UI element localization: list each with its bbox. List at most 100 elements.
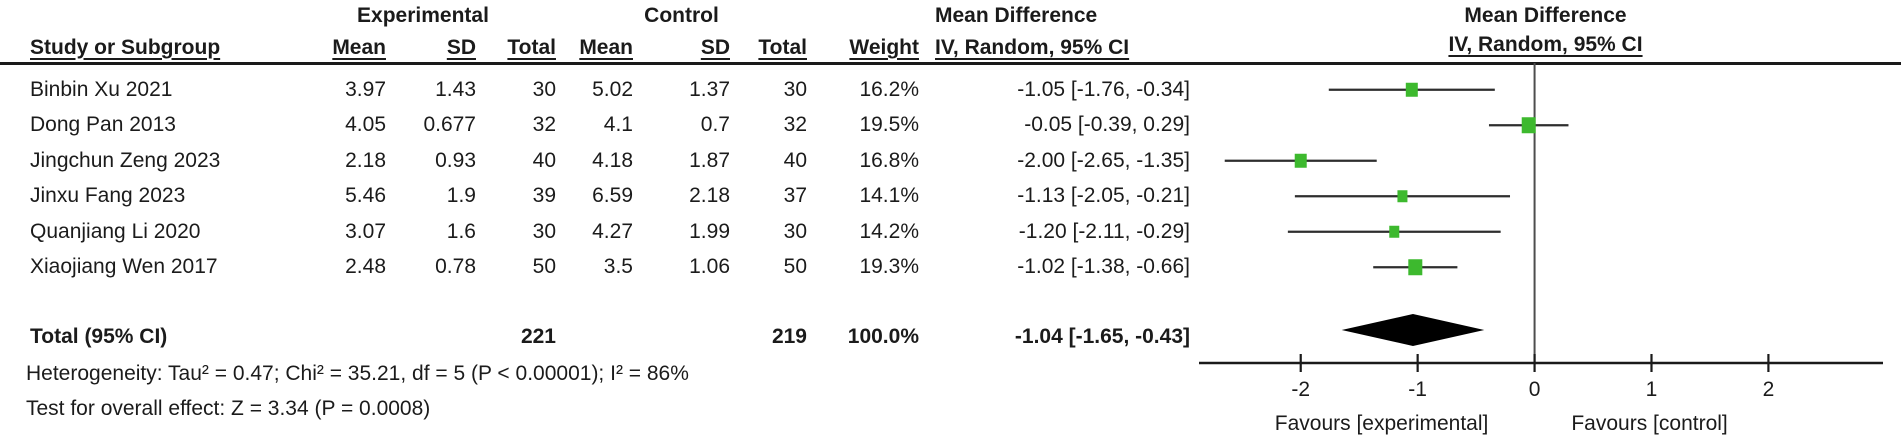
study-row: Dong Pan 2013 4.05 0.677 32 4.1 0.7 32 19.5% -0.… xyxy=(0,108,1190,144)
total-row: Total (95% CI) 221 219 100.0% -1.04 [-1.… xyxy=(0,322,1190,352)
exp-sd: 1.6 xyxy=(446,219,476,243)
study-row: Xiaojiang Wen 2017 2.48 0.78 50 3.5 1.06 50 19.… xyxy=(0,250,1190,286)
summary-diamond xyxy=(1341,314,1485,346)
ctl-total: 37 xyxy=(783,184,807,208)
col-header-study: Study or Subgroup xyxy=(30,35,221,59)
study-rows: Binbin Xu 2021 3.97 1.43 30 5.02 1.37 30 16.2% -… xyxy=(0,72,1190,285)
total-label: Total (95% CI) xyxy=(30,325,168,348)
ctl-sd: 2.18 xyxy=(689,184,730,208)
study-row: Jingchun Zeng 2023 2.18 0.93 40 4.18 1.87 40 16… xyxy=(0,143,1190,179)
ctl-sd: 1.99 xyxy=(689,219,730,243)
effect-marker xyxy=(1389,225,1400,238)
ctl-total: 32 xyxy=(783,113,807,137)
tick-label: 1 xyxy=(1646,378,1658,401)
md-column-title: Mean Difference xyxy=(935,4,1098,27)
weight: 14.1% xyxy=(859,184,919,208)
study-name: Jingchun Zeng 2023 xyxy=(30,148,221,172)
tick-label: -2 xyxy=(1291,378,1310,401)
exp-sd: 1.9 xyxy=(446,184,476,208)
weight: 19.3% xyxy=(859,255,919,279)
exp-sd: 1.43 xyxy=(435,77,476,101)
exp-total: 32 xyxy=(532,113,556,137)
ctl-mean: 4.1 xyxy=(603,113,633,137)
ctl-mean: 6.59 xyxy=(592,184,633,208)
weight: 16.8% xyxy=(859,148,919,172)
effect-marker xyxy=(1397,190,1408,203)
ctl-sd: 1.06 xyxy=(689,255,730,279)
ctl-sd: 1.87 xyxy=(689,148,730,172)
effect-marker xyxy=(1294,153,1307,168)
ctl-total: 30 xyxy=(783,219,807,243)
exp-total: 30 xyxy=(532,219,556,243)
md-plot-title: Mean Difference xyxy=(1464,4,1627,27)
ctl-total: 40 xyxy=(783,148,807,172)
favours-experimental-label: Favours [experimental] xyxy=(1275,412,1489,435)
plot-header-ci-method: IV, Random, 95% CI xyxy=(1448,33,1643,56)
exp-total: 50 xyxy=(532,255,556,279)
exp-mean: 3.97 xyxy=(345,77,386,101)
total-weight: 100.0% xyxy=(847,325,919,348)
ctl-mean: 3.5 xyxy=(603,255,633,279)
study-name: Binbin Xu 2021 xyxy=(30,77,173,101)
exp-total: 40 xyxy=(532,148,556,172)
overall-effect-note: Test for overall effect: Z = 3.34 (P = 0… xyxy=(26,397,431,420)
ci-text: -1.13 [-2.05, -0.21] xyxy=(1017,184,1190,208)
ctl-total: 30 xyxy=(783,77,807,101)
ci-text: -1.05 [-1.76, -0.34] xyxy=(1017,77,1190,101)
col-header-ci-method: IV, Random, 95% CI xyxy=(935,35,1130,59)
col-header-weight: Weight xyxy=(849,35,919,59)
ci-text: -0.05 [-0.39, 0.29] xyxy=(1024,113,1190,137)
exp-mean: 4.05 xyxy=(345,113,386,137)
exp-mean: 2.48 xyxy=(345,255,386,279)
exp-mean: 2.18 xyxy=(345,148,386,172)
ci-text: -2.00 [-2.65, -1.35] xyxy=(1017,148,1190,172)
ctl-total: 50 xyxy=(783,255,807,279)
total-exp-total: 221 xyxy=(520,325,556,348)
effect-marker xyxy=(1405,82,1418,97)
col-header-ctl-sd: SD xyxy=(700,35,730,59)
group-header-experimental: Experimental xyxy=(357,4,489,27)
col-header-ctl-mean: Mean xyxy=(579,35,633,59)
ctl-sd: 1.37 xyxy=(689,77,730,101)
favours-control-label: Favours [control] xyxy=(1571,412,1727,435)
weight: 16.2% xyxy=(859,77,919,101)
header-rule xyxy=(0,62,1901,65)
study-name: Xiaojiang Wen 2017 xyxy=(30,255,218,279)
col-header-ctl-total: Total xyxy=(758,35,807,59)
total-ci: -1.04 [-1.65, -0.43] xyxy=(1014,325,1190,348)
ctl-mean: 4.18 xyxy=(592,148,633,172)
effect-marker xyxy=(1521,117,1536,134)
exp-sd: 0.93 xyxy=(435,148,476,172)
exp-mean: 3.07 xyxy=(345,219,386,243)
heterogeneity-note: Heterogeneity: Tau² = 0.47; Chi² = 35.21… xyxy=(26,362,689,385)
col-header-exp-mean: Mean xyxy=(332,35,386,59)
tick-label: -1 xyxy=(1408,378,1427,401)
ctl-sd: 0.7 xyxy=(700,113,730,137)
ctl-mean: 4.27 xyxy=(592,219,633,243)
exp-mean: 5.46 xyxy=(345,184,386,208)
effect-marker xyxy=(1408,259,1423,276)
total-ctl-total: 219 xyxy=(771,325,807,348)
column-header-row: Study or Subgroup Mean SD Total Mean SD … xyxy=(0,33,1190,62)
exp-sd: 0.78 xyxy=(435,255,476,279)
exp-total: 30 xyxy=(532,77,556,101)
forest-plot-graphic: -2 -1 0 1 2 Favours [experimental] Favours [co… xyxy=(1199,63,1883,435)
study-row: Quanjiang Li 2020 3.07 1.6 30 4.27 1.99 30 14.2… xyxy=(0,214,1190,250)
ctl-mean: 5.02 xyxy=(592,77,633,101)
exp-sd: 0.677 xyxy=(423,113,476,137)
study-name: Dong Pan 2013 xyxy=(30,113,176,137)
study-row: Binbin Xu 2021 3.97 1.43 30 5.02 1.37 30 16.2% -… xyxy=(0,72,1190,108)
col-header-exp-total: Total xyxy=(507,35,556,59)
study-name: Jinxu Fang 2023 xyxy=(30,184,186,208)
weight: 14.2% xyxy=(859,219,919,243)
study-row: Jinxu Fang 2023 5.46 1.9 39 6.59 2.18 37 14.1% -… xyxy=(0,179,1190,215)
col-header-exp-sd: SD xyxy=(446,35,476,59)
study-name: Quanjiang Li 2020 xyxy=(30,219,201,243)
exp-total: 39 xyxy=(532,184,556,208)
tick-label: 0 xyxy=(1529,378,1541,401)
weight: 19.5% xyxy=(859,113,919,137)
group-header-control: Control xyxy=(644,4,719,27)
ci-text: -1.20 [-2.11, -0.29] xyxy=(1018,219,1190,243)
tick-label: 2 xyxy=(1763,378,1775,401)
